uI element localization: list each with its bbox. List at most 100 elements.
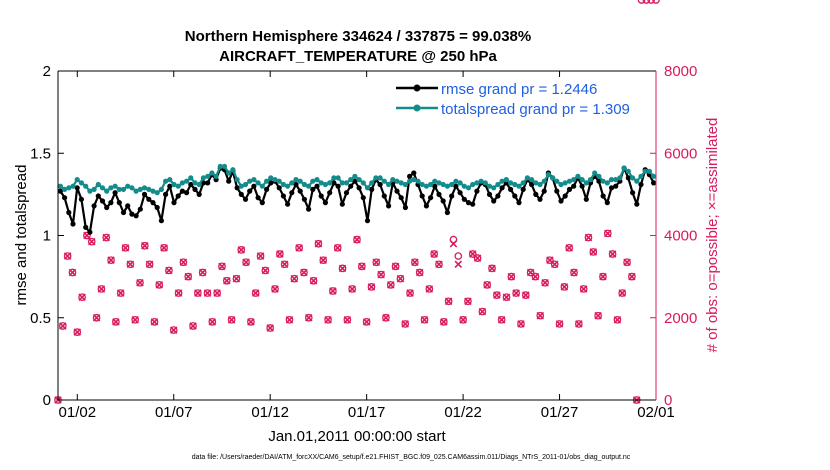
obs-assimilated-marker <box>406 289 414 297</box>
rmse-point <box>146 196 152 202</box>
obs-assimilated-marker <box>594 311 602 320</box>
obs-assimilated-marker <box>613 316 622 324</box>
spread-point <box>646 168 653 174</box>
y-right-tick-label: 6000 <box>664 145 697 162</box>
rmse-point <box>596 178 602 184</box>
obs-possible-marker <box>483 280 492 289</box>
rmse-point <box>419 193 425 199</box>
obs-assimilated-marker <box>454 260 463 269</box>
obs-possible-marker <box>189 322 197 330</box>
obs-assimilated-marker <box>420 316 429 324</box>
rmse-point <box>179 188 185 194</box>
obs-possible-marker <box>357 262 366 271</box>
obs-assimilated-marker <box>565 244 573 252</box>
obs-assimilated-marker <box>271 285 279 293</box>
rmse-point <box>322 200 328 206</box>
spread-point <box>247 178 253 184</box>
spread-point <box>457 180 463 186</box>
spread-point <box>516 183 522 189</box>
spread-point <box>293 177 299 183</box>
rmse-point <box>167 183 173 189</box>
spread-point <box>285 183 291 189</box>
x-tick-label: 01/12 <box>251 404 289 421</box>
rmse-point <box>541 188 547 194</box>
obs-assimilated-marker <box>531 272 540 281</box>
spread-point <box>428 181 434 188</box>
obs-assimilated-marker <box>570 268 578 277</box>
rmse-point <box>264 186 270 192</box>
obs-assimilated-marker <box>68 268 77 277</box>
obs-possible-marker <box>574 320 583 328</box>
spread-point <box>617 175 623 181</box>
obs-possible-marker <box>589 248 598 256</box>
spread-point <box>579 177 585 183</box>
y-left-tick-label: 0.5 <box>30 310 51 327</box>
rmse-point <box>171 200 177 206</box>
rmse-point <box>66 209 72 216</box>
obs-assimilated-marker <box>550 260 559 269</box>
obs-assimilated-marker <box>430 250 438 258</box>
spread-point <box>402 181 408 188</box>
obs-assimilated-marker <box>237 246 246 254</box>
x-tick-label: 02/01 <box>637 404 675 421</box>
obs-assimilated-marker <box>348 285 356 293</box>
obs-assimilated-marker <box>628 272 636 281</box>
obs-assimilated-marker <box>102 233 110 242</box>
obs-assimilated-marker <box>324 316 332 324</box>
rmse-point <box>104 204 110 211</box>
spread-point <box>179 180 185 186</box>
rmse-point <box>95 193 101 199</box>
obs-possible-marker <box>362 318 371 326</box>
spread-point <box>550 175 556 181</box>
rmse-point <box>613 183 619 189</box>
rmse-point <box>137 206 143 212</box>
obs-possible-marker <box>107 256 115 265</box>
obs-assimilated-marker <box>589 248 598 256</box>
x-tick-label: 01/17 <box>348 404 386 421</box>
rmse-point <box>238 191 244 197</box>
spread-point <box>482 180 488 186</box>
rmse-point <box>600 193 606 199</box>
obs-possible-marker <box>391 262 400 271</box>
x-tick-label: 01/27 <box>541 404 579 421</box>
spread-point <box>171 181 177 188</box>
obs-possible-marker <box>406 289 414 297</box>
obs-possible-marker <box>594 311 602 320</box>
spread-point <box>596 173 602 179</box>
rmse-point <box>360 195 366 201</box>
rmse-point <box>634 201 640 207</box>
spread-point <box>541 178 547 184</box>
spread-point <box>583 180 589 186</box>
rmse-point <box>133 213 139 219</box>
obs-assimilated-marker <box>599 272 607 281</box>
spread-point <box>108 185 114 191</box>
rmse-point <box>369 186 375 192</box>
rmse-point <box>364 218 371 224</box>
spread-point <box>520 180 526 186</box>
obs-assimilated-marker <box>300 268 308 277</box>
obs-assimilated-marker <box>329 287 337 295</box>
obs-assimilated-marker <box>261 266 270 275</box>
spread-point <box>398 180 404 186</box>
obs-assimilated-marker <box>145 260 154 269</box>
obs-assimilated-marker <box>536 311 545 320</box>
rmse-point <box>537 196 543 202</box>
obs-possible-marker <box>116 289 125 297</box>
spread-point <box>440 181 446 188</box>
obs-possible-marker <box>565 243 574 252</box>
y-left-tick-label: 1.5 <box>30 145 51 162</box>
obs-assimilated-marker <box>575 320 583 328</box>
obs-possible-marker <box>531 272 540 281</box>
spread-point <box>259 183 265 189</box>
obs-possible-marker <box>536 311 545 320</box>
spread-point <box>184 178 190 184</box>
spread-point <box>146 186 152 192</box>
obs-assimilated-marker <box>338 264 347 273</box>
plot-area <box>58 71 656 400</box>
obs-possible-marker <box>237 246 246 254</box>
obs-assimilated-marker <box>169 326 178 334</box>
obs-possible-marker <box>647 0 656 4</box>
spread-point <box>213 173 219 179</box>
obs-assimilated-marker <box>314 239 323 248</box>
obs-assimilated-marker <box>141 242 149 250</box>
